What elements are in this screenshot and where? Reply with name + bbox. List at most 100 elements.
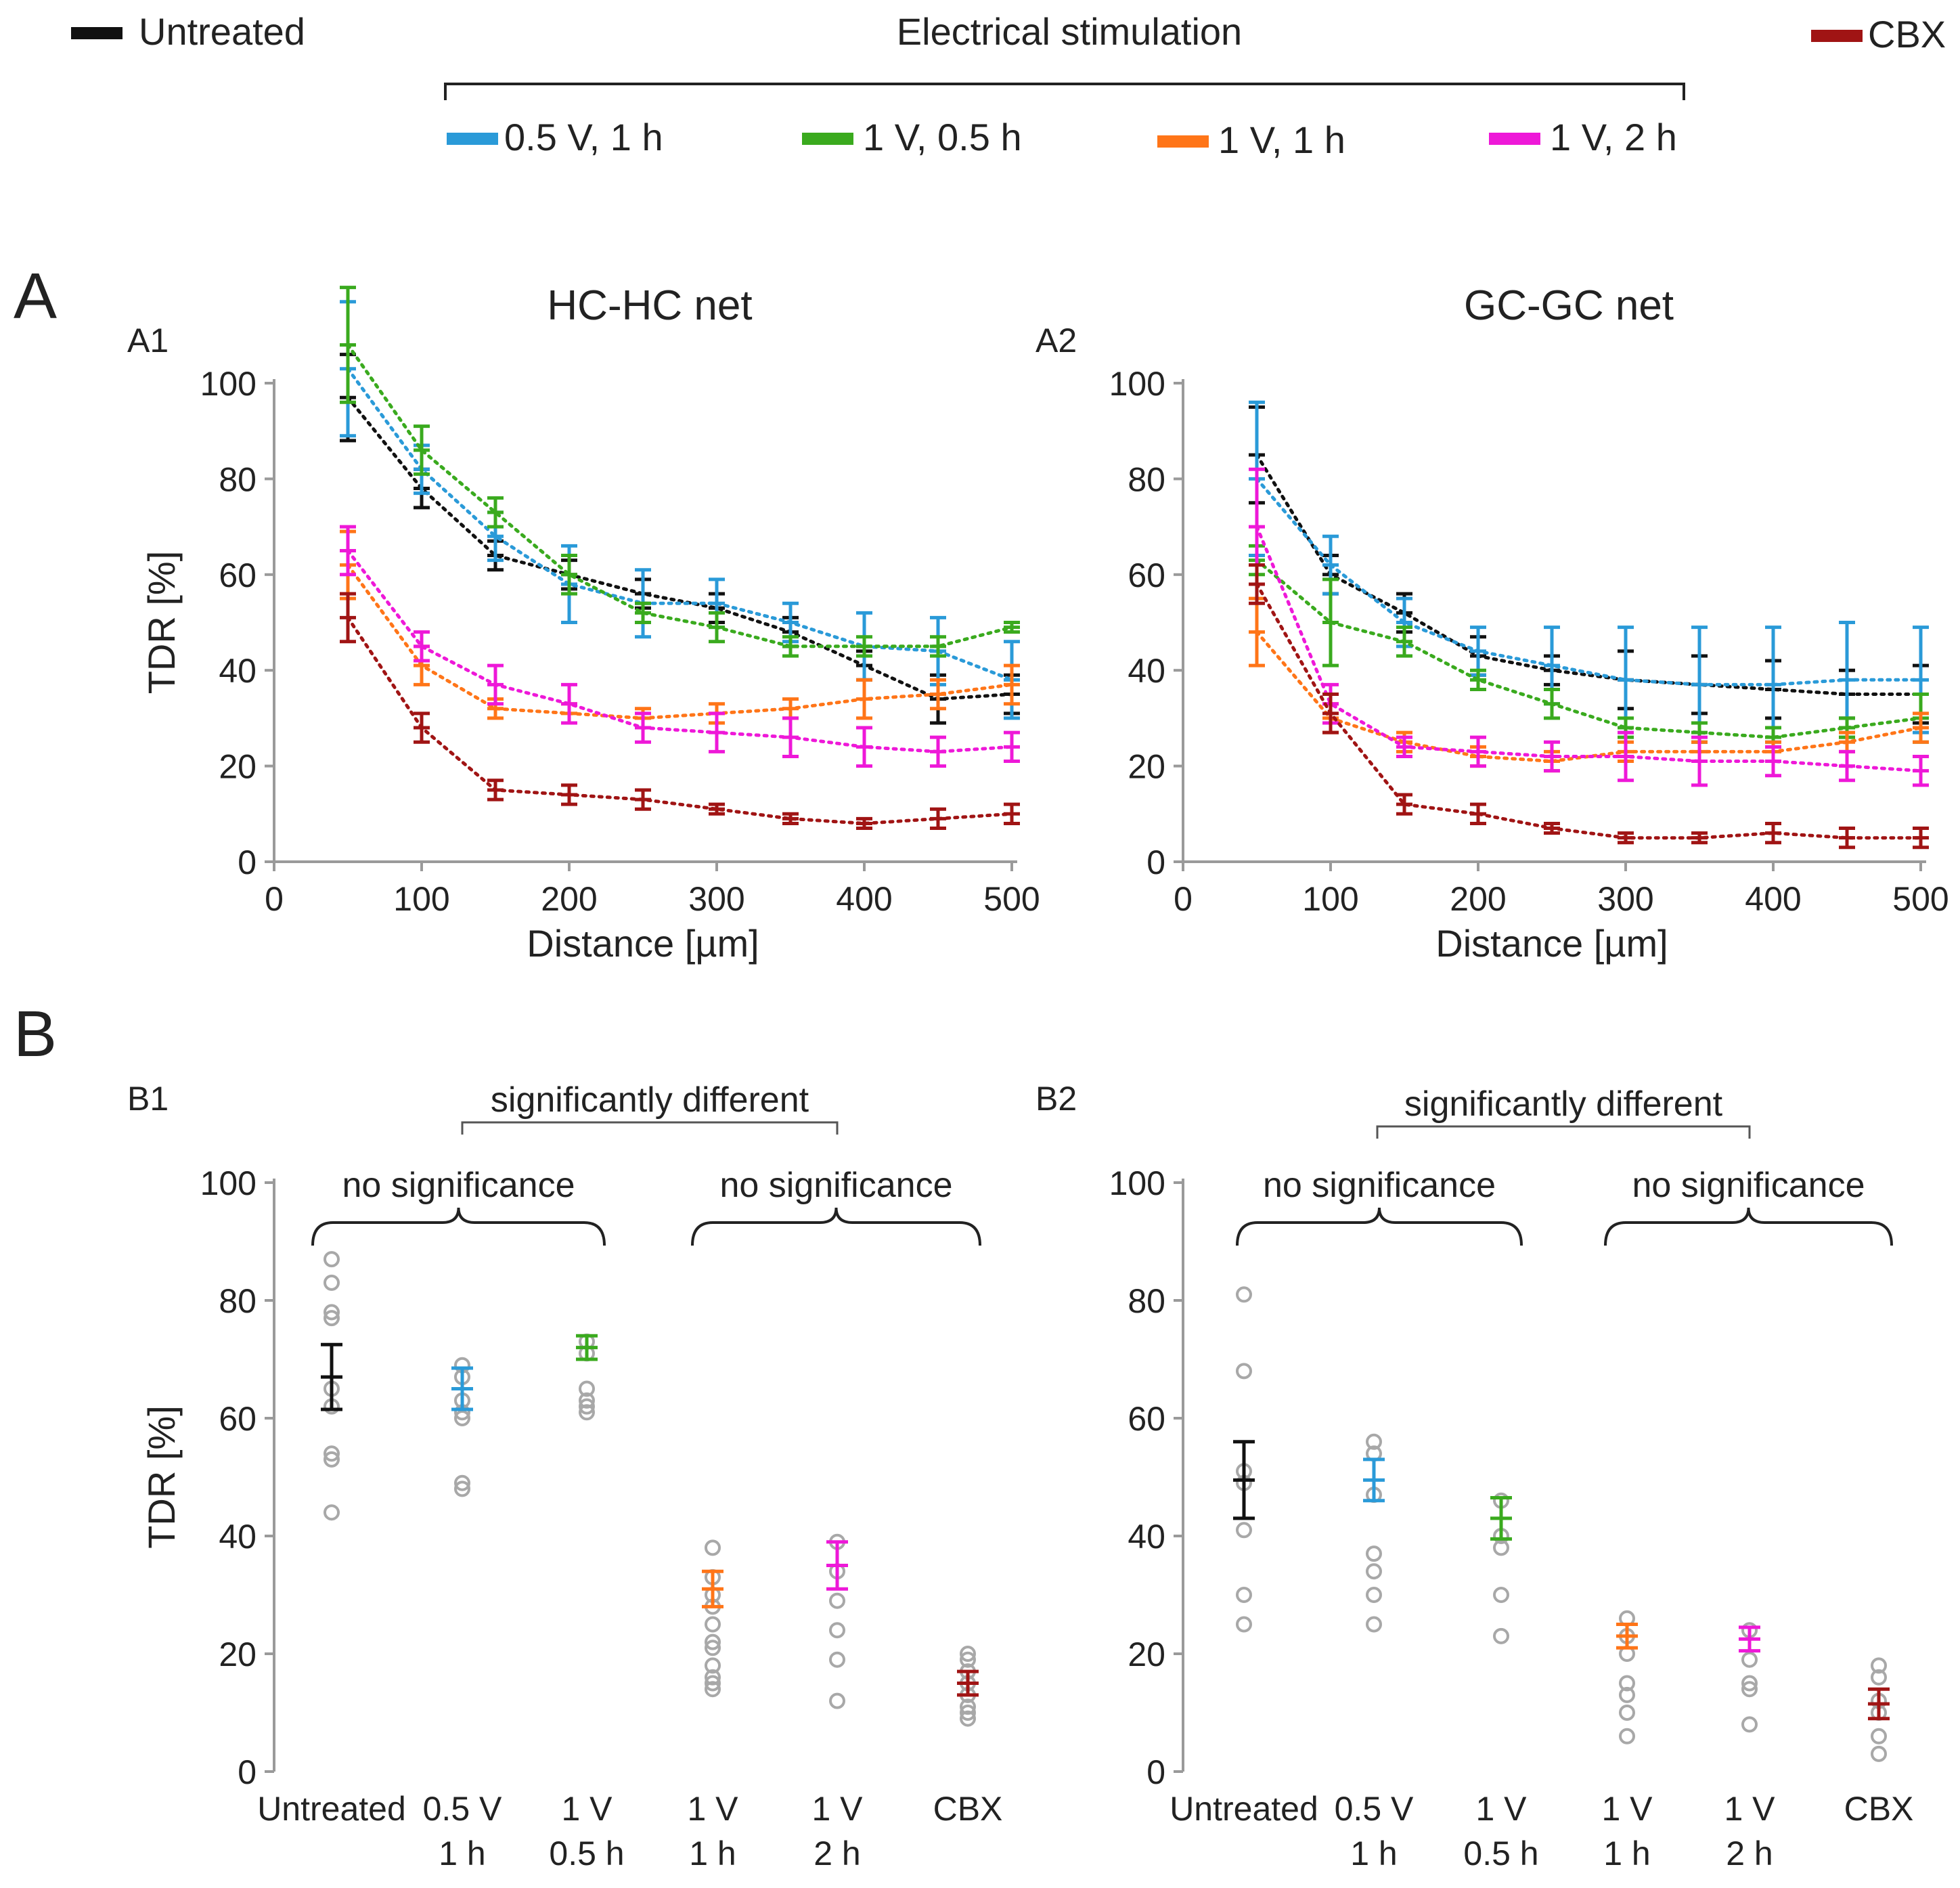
group-untreated — [321, 1251, 342, 1521]
data-point-1-v-1-h — [705, 1669, 721, 1686]
series-line-1-v-0-5-h — [1255, 558, 1923, 739]
significance-bracket — [461, 1121, 839, 1135]
series-line-untreated — [1255, 453, 1923, 696]
y-tick-label: 0 — [1146, 843, 1165, 881]
series-line-1-v-2-h — [1255, 525, 1923, 773]
data-point-0-5-v-1-h — [1366, 1587, 1382, 1603]
category-label: 1 V — [811, 1790, 863, 1828]
data-point-0-5-v-1-h — [454, 1474, 470, 1491]
category-label: 0.5 h — [1463, 1835, 1538, 1872]
legend-label-untreated: Untreated — [139, 10, 305, 53]
data-point-untreated — [324, 1504, 340, 1521]
data-point-1-v-2-h — [1741, 1651, 1758, 1668]
data-point-untreated — [1236, 1616, 1252, 1633]
panel-label-b2: B2 — [1035, 1080, 1077, 1118]
data-point-untreated — [324, 1304, 340, 1321]
legend-swatch-1v-0-5h — [802, 133, 853, 145]
data-point-1-v-1-h — [705, 1633, 721, 1650]
x-tick-label: 500 — [1892, 880, 1948, 918]
data-point-1-v-0-5-h — [579, 1380, 595, 1397]
legend-swatch-cbx — [1811, 30, 1863, 42]
y-tick-label: 0 — [238, 843, 257, 881]
y-tick-label: 40 — [1128, 1518, 1165, 1556]
group-1-v-1-h — [702, 1539, 723, 1698]
category-label: 0.5 h — [549, 1835, 624, 1872]
category-label: Untreated — [1170, 1790, 1318, 1828]
data-point-cbx — [1871, 1728, 1887, 1744]
data-point-1-v-2-h — [829, 1622, 845, 1639]
data-point-0-5-v-1-h — [1366, 1616, 1382, 1633]
data-point-1-v-0-5-h — [1493, 1539, 1509, 1556]
y-tick-label: 60 — [219, 1400, 257, 1438]
no-significance-brace-right — [691, 1207, 981, 1246]
category-label: CBX — [1844, 1790, 1914, 1828]
group-1-v-2-h — [1739, 1622, 1760, 1733]
legend-label-1v-1h: 1 V, 1 h — [1218, 118, 1345, 161]
y-tick-label: 60 — [219, 556, 257, 594]
y-tick-label: 60 — [1128, 556, 1165, 594]
category-label: 1 h — [1603, 1835, 1651, 1872]
legend-swatch-1v-1h — [1157, 135, 1209, 148]
data-point-cbx — [960, 1710, 976, 1727]
data-point-1-v-1-h — [705, 1681, 721, 1698]
no-significance-label-left: no significance — [1263, 1166, 1496, 1205]
chart-a2-gc-gc-net: 0 20 40 60 80 100 0 100 200 300 400 500 Distance [µm… — [1035, 282, 1949, 965]
data-point-cbx — [960, 1651, 976, 1668]
series-cbx — [1249, 563, 1929, 850]
y-tick-label: 80 — [1128, 1282, 1165, 1320]
series-line-1-v-1-h — [346, 563, 1014, 720]
y-tick-label: 20 — [219, 748, 257, 786]
series-line-cbx — [1255, 582, 1923, 840]
data-point-untreated — [324, 1310, 340, 1327]
data-point-1-v-2-h — [1741, 1675, 1758, 1692]
data-point-1-v-0-5-h — [1493, 1627, 1509, 1644]
chart-b2-gc-gc-scatter: 0 20 40 60 80 100 B2 Untreated 0.5 V 1 h 1 V 0.5 h 1… — [1035, 1080, 1913, 1872]
no-significance-label-left: no significance — [342, 1166, 575, 1205]
x-tick-label: 400 — [836, 880, 892, 918]
legend-label-0-5v-1h: 0.5 V, 1 h — [504, 116, 663, 158]
data-point-cbx — [1871, 1745, 1887, 1762]
legend-swatch-untreated — [71, 27, 122, 39]
y-tick-label: 100 — [200, 365, 257, 403]
series-cbx — [340, 592, 1020, 831]
y-tick-label: 40 — [219, 1518, 257, 1556]
category-label: CBX — [933, 1790, 1003, 1828]
data-point-1-v-2-h — [829, 1651, 845, 1668]
data-point-1-v-1-h — [1619, 1675, 1635, 1692]
data-point-untreated — [1236, 1363, 1252, 1380]
y-tick-label: 0 — [1146, 1753, 1165, 1791]
data-point-untreated — [1236, 1522, 1252, 1539]
group-0-5-v-1-h — [451, 1357, 473, 1497]
data-point-1-v-0-5-h — [579, 1392, 595, 1409]
data-point-0-5-v-1-h — [454, 1410, 470, 1426]
series-line-cbx — [346, 615, 1014, 825]
x-tick-label: 200 — [541, 880, 597, 918]
x-tick-label: 0 — [1174, 880, 1193, 918]
series-1-v-2-h — [1249, 467, 1929, 787]
y-axis-label: TDR [%] — [140, 551, 183, 695]
series-1-v-0-5-h — [340, 286, 1020, 658]
group-0-5-v-1-h — [1363, 1433, 1385, 1633]
data-point-1-v-1-h — [1619, 1728, 1635, 1744]
x-tick-label: 200 — [1450, 880, 1506, 918]
legend-swatch-1v-2h — [1489, 133, 1540, 145]
category-label: 1 V — [1475, 1790, 1527, 1828]
no-significance-brace-right — [1604, 1207, 1893, 1246]
no-significance-label-right: no significance — [720, 1166, 953, 1205]
y-tick-label: 40 — [1128, 652, 1165, 690]
data-point-1-v-1-h — [705, 1539, 721, 1556]
legend-label-1v-2h: 1 V, 2 h — [1550, 116, 1677, 158]
y-tick-label: 100 — [200, 1164, 257, 1202]
category-label: 1 h — [1350, 1835, 1398, 1872]
data-point-untreated — [324, 1445, 340, 1462]
data-point-untreated — [324, 1251, 340, 1268]
y-tick-label: 20 — [1128, 748, 1165, 786]
data-point-0-5-v-1-h — [1366, 1433, 1382, 1450]
data-point-untreated — [1236, 1286, 1252, 1303]
category-label: 1 V — [561, 1790, 612, 1828]
category-label: 1 h — [439, 1835, 486, 1872]
group-1-v-1-h — [1616, 1610, 1638, 1744]
chart-title: HC-HC net — [547, 282, 752, 329]
category-label: 1 V — [687, 1790, 738, 1828]
